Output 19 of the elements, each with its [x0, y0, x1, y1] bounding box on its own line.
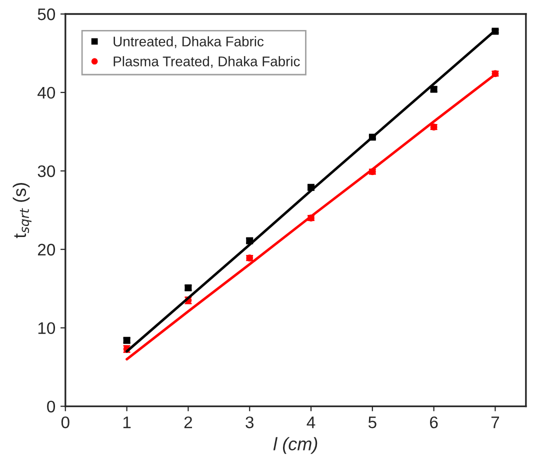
legend-label: Plasma Treated, Dhaka Fabric	[114, 56, 300, 68]
x-tick-label: 4	[306, 416, 316, 428]
legend-label: Untreated, Dhaka Fabric	[114, 36, 264, 48]
y-tick-label: 50	[38, 8, 56, 20]
y-tick-label: 20	[38, 244, 56, 256]
x-tick-label: 5	[368, 416, 376, 428]
y-tick-label: 0	[47, 400, 56, 412]
x-tick-label: 3	[246, 416, 254, 428]
y-tick-label: 10	[38, 322, 56, 334]
y-tick-label: 30	[38, 165, 56, 178]
x-tick-label: 2	[184, 416, 192, 428]
point	[430, 86, 438, 93]
x-tick-label: 1	[123, 416, 131, 428]
x-tick-label: 7	[491, 416, 500, 428]
y-tick-label: 40	[38, 86, 56, 99]
y-axis-title: t$_{sqrt}$ (s)	[12, 183, 32, 238]
x-tick-label: 0	[61, 416, 70, 428]
x-axis-title: l (cm)	[273, 437, 318, 454]
x-tick-label: 6	[430, 416, 438, 428]
